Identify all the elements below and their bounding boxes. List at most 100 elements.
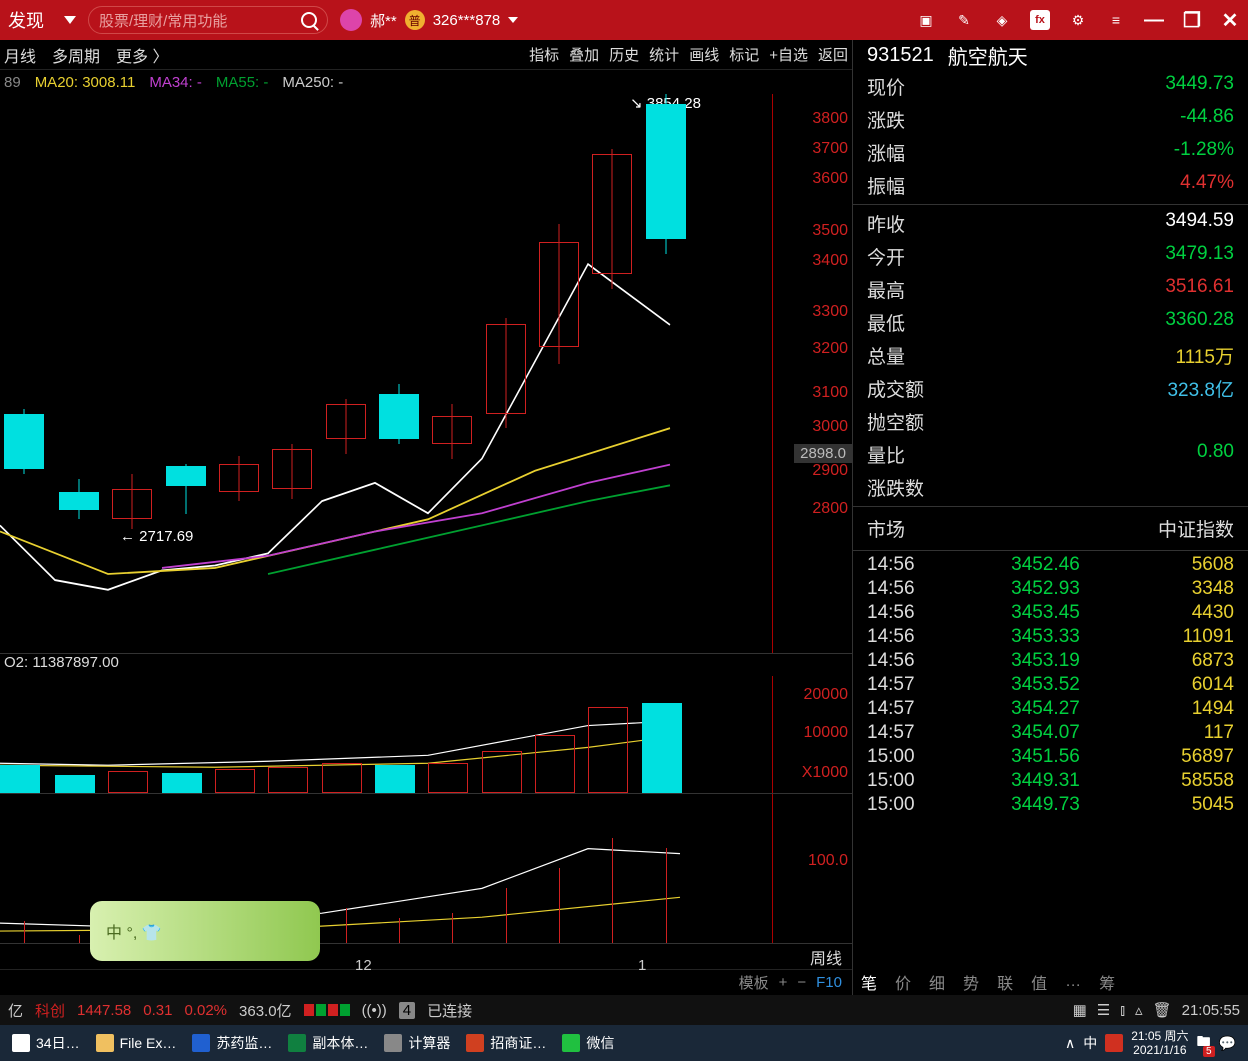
status-market[interactable]: 科创 [35,1000,65,1021]
tick-row: 14:563452.933348 [867,577,1234,601]
period-label: 周线 [810,945,852,969]
sogou-icon[interactable] [1105,1034,1123,1052]
chart-tool-btn[interactable]: F10 [816,974,842,991]
maximize-button[interactable]: ❐ [1182,10,1202,30]
action-center-icon[interactable]: 💬 [1219,1035,1236,1052]
taskbar-item[interactable]: File Ex… [88,1027,185,1059]
volume-bar [375,765,415,793]
quote-tab[interactable]: 势 [963,970,979,994]
tick-row: 14:563453.3311091 [867,625,1234,649]
tick-row: 14:563453.196873 [867,649,1234,673]
candle [322,94,370,653]
tick-row: 15:003449.735045 [867,793,1234,817]
status-icon-1[interactable]: ▦ [1073,1001,1087,1019]
status-icon-2[interactable]: ☰ [1097,1001,1110,1019]
status-icon-4[interactable]: ▵ [1135,1001,1143,1019]
market-value: 中证指数 [1158,515,1234,542]
dropdown-icon[interactable] [64,16,76,24]
volume-bar [162,773,202,793]
ma250: MA250: - [282,74,343,91]
candle [482,94,530,653]
search-box[interactable]: 股票/理财/常用功能 [88,6,328,34]
chart-tool[interactable]: 叠加 [569,44,599,65]
candle [428,94,476,653]
sub-tab[interactable]: 更多 〉 [116,43,168,67]
quote-tab[interactable]: 细 [929,970,945,994]
menu-icon[interactable]: ≡ [1106,10,1126,30]
chart-tool-btn[interactable]: 模板 [739,972,769,993]
tray-chevron-up-icon[interactable]: ∧ [1065,1035,1075,1052]
volume-bar [0,765,40,793]
status-icon-3[interactable]: ⫾ [1120,1002,1125,1019]
taskbar-clock[interactable]: 21:05 周六 2021/1/16 [1131,1029,1188,1057]
volume-bar [642,703,682,793]
status-bar: 亿 科创 1447.58 0.31 0.02% 363.0亿 ((•)) 4 已… [0,995,1248,1025]
quote-tab[interactable]: 筹 [1099,970,1115,994]
volume-section[interactable]: O2: 11387897.00 2000010000X1000 [0,653,852,793]
indicator-bar [24,921,25,943]
ime-indicator[interactable]: 中 [1083,1033,1097,1053]
status-icon-5[interactable]: 🗑 [1153,1001,1172,1019]
candle [108,94,156,653]
user-info[interactable]: 郝** 普 326***878 [340,9,518,31]
chart-tool[interactable]: 返回 [818,44,848,65]
candle [588,94,636,653]
chart-tool[interactable]: 画线 [689,44,719,65]
quote-row: 量比0.80 [853,438,1248,471]
tick-row: 14:573454.271494 [867,697,1234,721]
y-tick: 3600 [812,170,848,188]
chart-tool[interactable]: 标记 [729,44,759,65]
ime-float[interactable]: 中 °, 👕 [90,901,320,961]
chart-tool[interactable]: 指标 [529,44,559,65]
taskbar-item[interactable]: 招商证… [458,1027,554,1059]
taskbar-item[interactable]: 苏药监… [184,1027,280,1059]
y-tick: 2800 [812,500,848,518]
search-icon[interactable] [301,12,317,28]
candle-chart-area[interactable]: ↘ 3854.28 ← 2717.69 2898.0 3800370036003… [0,94,852,653]
sub-tab[interactable]: 月线 [4,43,36,67]
avatar [340,9,362,31]
taskbar-item[interactable]: 34日… [4,1027,88,1059]
candle [375,94,423,653]
tick-row: 14:573454.07117 [867,721,1234,745]
icon-box[interactable]: ◈ [992,10,1012,30]
icon-fx[interactable]: fx [1030,10,1050,30]
icon-1[interactable]: ▣ [916,10,936,30]
status-prefix: 亿 [8,1000,23,1021]
minimize-button[interactable]: — [1144,10,1164,30]
chart-tool[interactable]: 历史 [609,44,639,65]
quote-tab[interactable]: 价 [895,970,911,994]
user-badge: 普 [405,10,425,30]
title-bar: 发现 股票/理财/常用功能 郝** 普 326***878 ▣ ✎ ◈ fx ⚙… [0,0,1248,40]
close-button[interactable]: ✕ [1220,10,1240,30]
quote-tab[interactable]: 值 [1031,970,1047,994]
market-row: 市场 中证指数 [853,509,1248,548]
taskbar-item[interactable]: 计算器 [376,1027,458,1059]
quote-row: 最低3360.28 [853,306,1248,339]
app-title[interactable]: 发现 [8,7,44,33]
system-tray: ∧ 中 21:05 周六 2021/1/16 🖿5 💬 [1065,1029,1244,1057]
chart-panel: 月线多周期更多 〉 指标叠加历史统计画线标记+自选返回 89 MA20: 300… [0,40,852,995]
volume-bar [535,735,575,793]
y-tick: 3700 [812,140,848,158]
sub-tab[interactable]: 多周期 [52,43,100,67]
quote-tab[interactable]: 联 [997,970,1013,994]
chart-tool-btn[interactable]: − [797,974,806,991]
y-tick: 3100 [812,384,848,402]
chart-tool[interactable]: +自选 [769,44,808,65]
taskbar-item[interactable]: 副本体… [280,1027,376,1059]
indicator-bar [559,868,560,943]
gear-icon[interactable]: ⚙ [1068,10,1088,30]
chart-tool[interactable]: 统计 [649,44,679,65]
chart-tool-btn[interactable]: + [779,974,788,991]
indicator-bar [666,848,667,943]
y-tick: 3200 [812,340,848,358]
quote-panel: 931521 航空航天 现价3449.73涨跌-44.86涨幅-1.28%振幅4… [852,40,1248,995]
quote-tab[interactable]: … [1065,973,1081,991]
quote-tab[interactable]: 笔 [861,970,877,994]
notification-icon[interactable]: 🖿5 [1197,1031,1211,1055]
quote-row: 抛空额 [853,405,1248,438]
icon-edit[interactable]: ✎ [954,10,974,30]
taskbar-item[interactable]: 微信 [554,1027,622,1059]
status-v2: 0.31 [143,1002,172,1019]
